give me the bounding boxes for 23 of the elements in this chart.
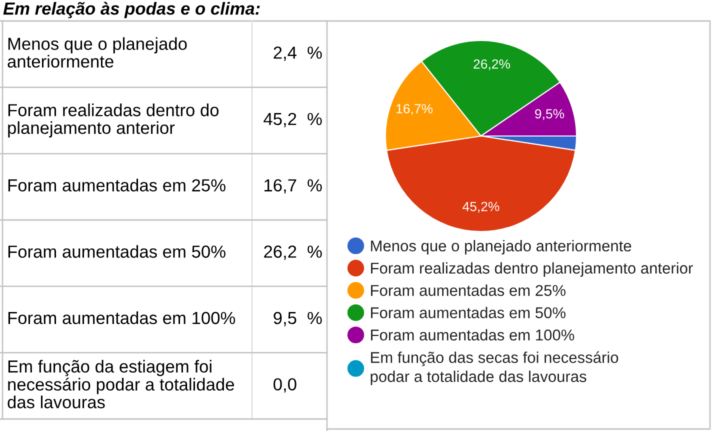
text: 26,2 %: [264, 246, 322, 260]
legend-label: Foram aumentadas em 25%: [371, 284, 566, 296]
category-label: Foram aumentadas em 25%: [8, 178, 226, 192]
data-label: 26,2%: [474, 59, 510, 70]
category-label: Foram aumentadas em 100%: [8, 311, 236, 324]
text: 16,7 %: [264, 179, 322, 194]
category-label: Foram aumentadas em 50%: [8, 245, 226, 258]
legend-label: Foram aumentadas em 50%: [371, 306, 566, 318]
legend-label: Foram realizadas dentro planejamento anterior: [371, 262, 693, 277]
text: 9,5 %: [274, 312, 322, 326]
legend-label: Foram aumentadas em 100%: [371, 329, 574, 341]
category-label: Menos que o planejado anteriormente: [8, 37, 187, 68]
legend-label: Menos que o planejado anteriormente: [371, 240, 632, 254]
legend-label: Em função das secas foi necessário podar a totalidade das lavouras: [370, 351, 618, 386]
text: 2,4 %: [274, 46, 322, 61]
data-label: 45,2%: [462, 202, 500, 213]
category-label: Foram realizadas dentro do planejamento anterior: [8, 104, 219, 138]
data-label: 16,7%: [396, 104, 433, 115]
data-label: 9,5%: [535, 109, 564, 120]
text: 45,2 %: [264, 112, 322, 128]
category-label: Em função da estiagem foi necessário podar a totalidade das lavouras: [8, 360, 234, 408]
text: 0,0: [274, 378, 296, 393]
text: Em relação às podas e o clima:: [3, 2, 260, 18]
